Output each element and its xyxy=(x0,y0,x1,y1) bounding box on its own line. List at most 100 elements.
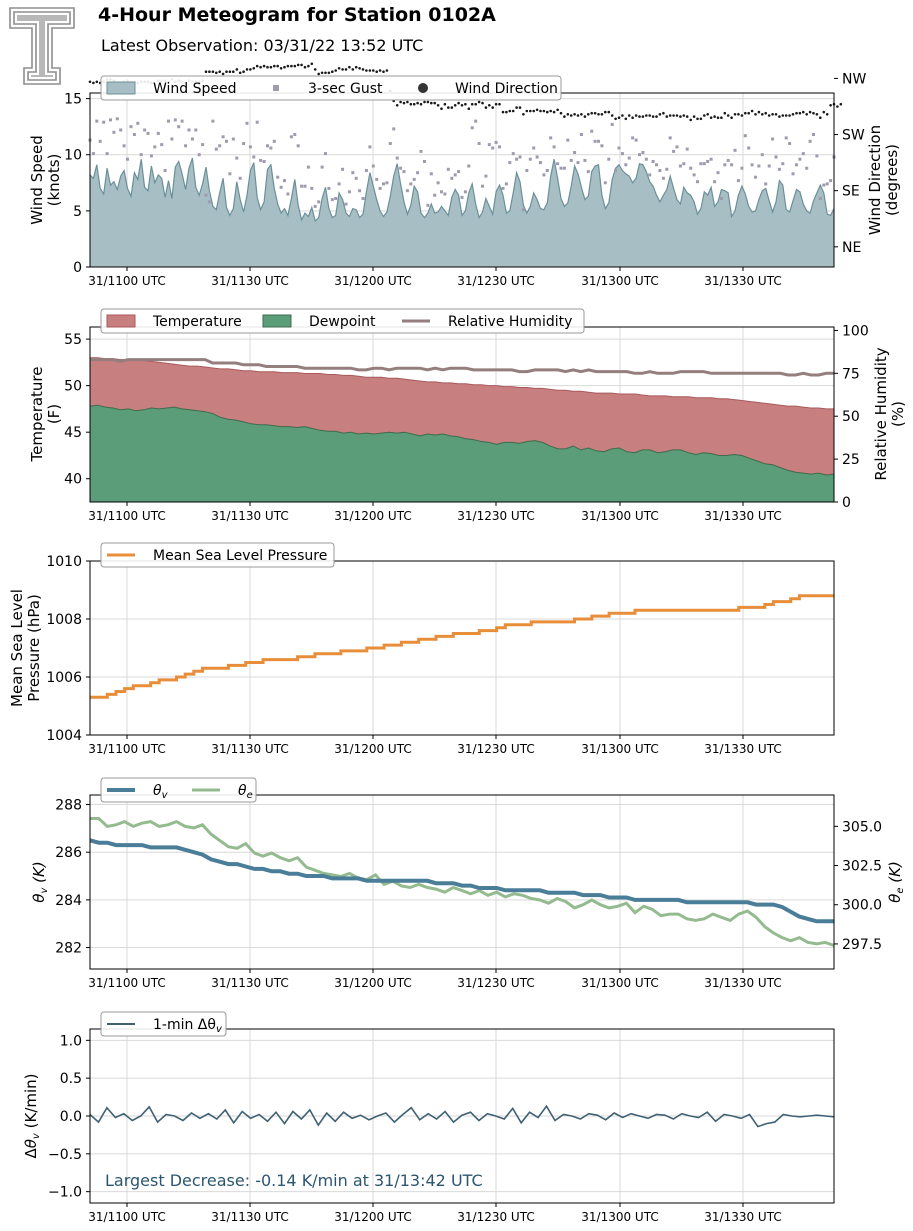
wind-direction-point xyxy=(556,108,559,112)
temp-y2tick-label-4: 100 xyxy=(842,323,869,339)
wind-direction-point xyxy=(532,109,535,113)
gust-point xyxy=(723,163,727,167)
gust-point xyxy=(798,157,802,161)
wind-direction-point xyxy=(788,114,791,117)
wind-direction-point xyxy=(839,102,843,106)
gust-point xyxy=(620,152,624,156)
theta-xtick-label-1: 31/1130 UTC xyxy=(211,976,288,990)
wind-direction-point xyxy=(211,70,215,73)
largest-decrease-annotation: Largest Decrease: -0.14 K/min at 31/13:4… xyxy=(105,1171,483,1190)
gust-point xyxy=(477,142,481,145)
wind-direction-point xyxy=(290,64,293,68)
gust-point xyxy=(344,202,348,206)
gust-point xyxy=(122,144,126,148)
gust-point xyxy=(463,190,467,194)
gust-point xyxy=(590,129,594,133)
gust-point xyxy=(470,126,474,130)
gust-point xyxy=(337,182,341,186)
gust-point xyxy=(634,138,638,142)
wind-direction-point xyxy=(416,101,419,105)
wind-direction-point xyxy=(255,64,259,68)
wind-direction-point xyxy=(228,70,232,73)
gust-point xyxy=(760,153,764,157)
wind-direction-point xyxy=(761,113,764,116)
dewpoint-area xyxy=(90,405,834,502)
temperature-legend-box xyxy=(100,308,585,334)
wind-direction-point xyxy=(614,117,617,121)
wind-direction-point xyxy=(805,113,808,116)
wind-direction-point xyxy=(573,113,576,116)
dtheta-xtick-label-5: 31/1330 UTC xyxy=(704,1210,781,1224)
wind-direction-point xyxy=(344,68,348,71)
gust-point xyxy=(153,145,157,149)
wind-ytick-label-2: 10 xyxy=(64,148,82,164)
gust-point xyxy=(614,169,618,172)
wind-direction-point xyxy=(337,67,341,70)
wind-y2label: Wind Direction(degrees) xyxy=(866,125,901,235)
gust-point xyxy=(631,136,635,140)
wind-legend-box xyxy=(100,75,562,101)
wind-direction-point xyxy=(385,69,389,72)
temp-ytick-label-3: 55 xyxy=(64,332,82,348)
gust-point xyxy=(682,162,686,166)
gust-point xyxy=(378,186,382,190)
gust-point xyxy=(651,160,655,163)
wind-direction-point xyxy=(225,70,228,73)
gust-point xyxy=(535,155,539,159)
gust-point xyxy=(754,175,757,179)
humidity-y2label: Relative Humidity(%) xyxy=(872,347,907,480)
wind-direction-point xyxy=(539,109,542,113)
wind-direction-point xyxy=(92,81,95,85)
wind-direction-point xyxy=(443,102,447,106)
gust-point xyxy=(132,133,136,136)
gust-point xyxy=(429,172,433,176)
gust-point xyxy=(532,146,536,150)
gust-point xyxy=(791,172,795,176)
gust-point xyxy=(173,118,177,122)
wind-direction-point xyxy=(372,69,375,72)
wind-direction-point xyxy=(689,118,692,122)
gust-point xyxy=(184,144,188,148)
gust-point xyxy=(395,156,399,160)
wind-direction-point xyxy=(368,69,372,72)
pressure-xtick-label-5: 31/1330 UTC xyxy=(704,742,781,756)
gust-point xyxy=(549,136,553,140)
gust-point xyxy=(627,156,631,160)
temperature-legend-swatch-0 xyxy=(106,314,136,328)
gust-point xyxy=(426,203,430,207)
wind-direction-point xyxy=(733,113,737,116)
gust-point xyxy=(91,152,95,156)
gust-point xyxy=(494,140,498,144)
temp-xtick-label-1: 31/1130 UTC xyxy=(211,509,288,523)
wind-direction-point xyxy=(774,113,778,116)
theta-xtick-label-0: 31/1100 UTC xyxy=(88,976,165,990)
gust-point xyxy=(685,147,689,151)
gust-point xyxy=(361,197,365,200)
gust-point xyxy=(289,135,293,139)
gust-point xyxy=(597,139,600,143)
wind-direction-point xyxy=(433,101,437,105)
gust-point xyxy=(706,160,710,163)
gust-point xyxy=(136,121,140,125)
wind-direction-point xyxy=(494,102,498,106)
wind-direction-point xyxy=(634,114,638,117)
theta-legend-label-0: θv xyxy=(153,783,169,801)
gust-point xyxy=(433,193,437,197)
gust-point xyxy=(218,144,222,148)
wind-direction-point xyxy=(685,115,689,118)
wind-direction-point xyxy=(430,101,433,105)
wind-direction-point xyxy=(638,115,641,118)
wind-direction-point xyxy=(457,101,460,105)
gust-point xyxy=(542,173,546,177)
wind-direction-point xyxy=(552,110,556,114)
gust-point xyxy=(358,189,362,193)
pressure-legend-label-0: Mean Sea Level Pressure xyxy=(153,548,327,564)
gust-point xyxy=(139,153,143,157)
wind-direction-point xyxy=(829,104,832,107)
wind-direction-point xyxy=(208,70,211,73)
gust-point xyxy=(460,195,464,199)
gust-point xyxy=(242,142,246,145)
wind-direction-point xyxy=(580,113,583,116)
pressure-xtick-label-3: 31/1230 UTC xyxy=(457,742,534,756)
wind-direction-point xyxy=(815,113,819,116)
